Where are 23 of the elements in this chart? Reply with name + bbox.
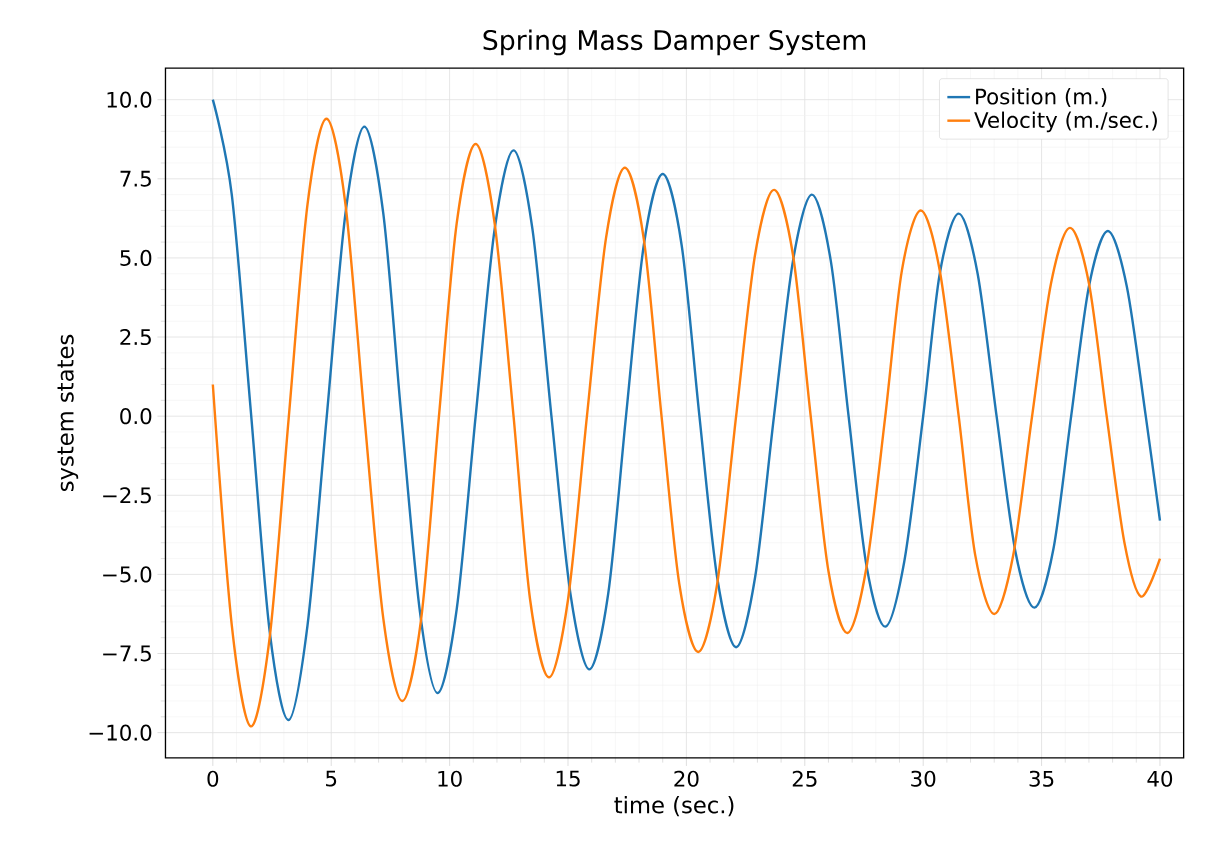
y-tick-label: −5.0 xyxy=(103,566,152,583)
x-axis-title: time (sec.) xyxy=(614,795,734,817)
x-tick-label: 30 xyxy=(911,770,936,787)
x-tick-label: 40 xyxy=(1147,770,1173,787)
y-tick-label: −7.5 xyxy=(103,645,151,662)
y-tick-label: −10.0 xyxy=(89,724,152,741)
legend-label: Position (m.) xyxy=(976,88,1107,108)
chart-title: Spring Mass Damper System xyxy=(483,29,866,56)
legend-label: Velocity (m./sec.) xyxy=(974,111,1157,133)
x-tick-label: 35 xyxy=(1029,770,1054,787)
y-tick-label: −2.5 xyxy=(103,487,151,504)
x-tick-label: 10 xyxy=(438,770,462,787)
x-tick-label: 15 xyxy=(556,770,580,787)
y-tick-label: 0.0 xyxy=(120,408,152,425)
y-tick-label: 5.0 xyxy=(120,249,152,266)
x-tick-label: 25 xyxy=(792,770,817,787)
x-tick-label: 5 xyxy=(326,770,337,787)
y-tick-label: 2.5 xyxy=(120,328,151,346)
y-axis-title: system states xyxy=(57,334,79,492)
x-tick-label: 0 xyxy=(207,770,219,787)
y-tick-label: 10.0 xyxy=(107,91,152,108)
x-tick-label: 20 xyxy=(674,770,699,787)
y-tick-label: 7.5 xyxy=(120,170,151,187)
